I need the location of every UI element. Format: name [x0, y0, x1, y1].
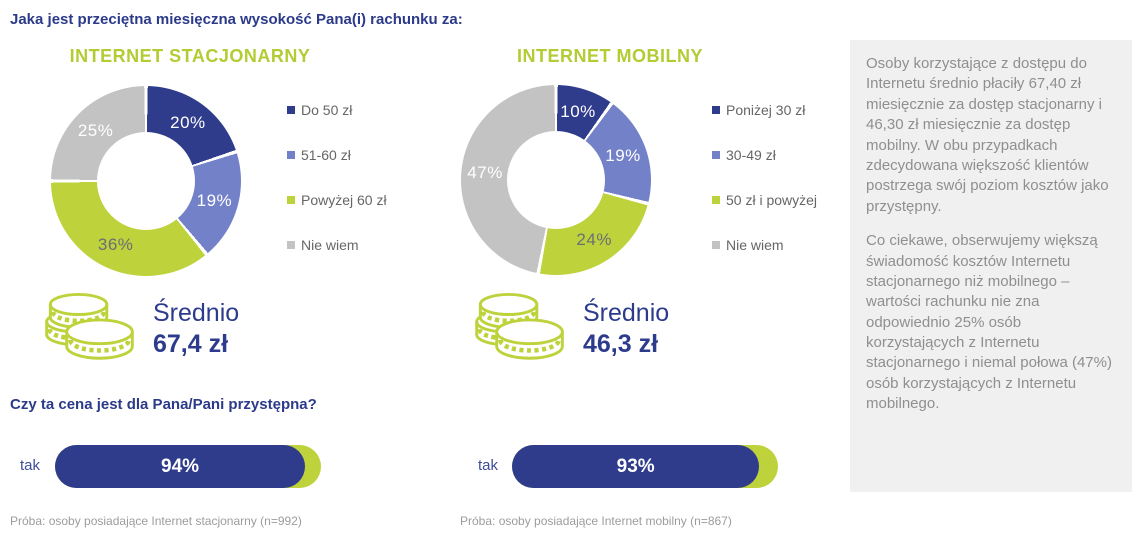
legend-item: 50 zł i powyżej [712, 191, 818, 208]
affordability-bar-mobile: 93% [512, 445, 778, 488]
slice-label: 47% [467, 163, 503, 183]
donut-chart-stationary: 20% 19% 36% 25% [51, 86, 241, 276]
slice-label: 20% [170, 113, 206, 133]
yes-label: tak [478, 457, 499, 474]
average-label: Średnio [153, 299, 240, 327]
insight-panel: Osoby korzystające z dostępu do Internet… [850, 40, 1132, 492]
legend-label: 30-49 zł [726, 146, 776, 163]
insight-paragraph: Osoby korzystające z dostępu do Internet… [866, 55, 1109, 215]
legend-label: Nie wiem [726, 236, 784, 253]
slice-label: 24% [576, 230, 612, 250]
legend-label: Nie wiem [301, 236, 359, 253]
page-title: Jaka jest przeciętna miesięczna wysokość… [10, 11, 463, 28]
chart-title-stationary: INTERNET STACJONARNY [69, 46, 311, 66]
legend-stationary: Do 50 zł 51-60 zł Powyżej 60 zł Nie wiem [287, 102, 387, 282]
legend-item: 51-60 zł [287, 146, 387, 163]
legend-item: Nie wiem [287, 236, 387, 253]
legend-marker [287, 105, 295, 114]
chart-title-mobile: INTERNET MOBILNY [517, 46, 703, 66]
sample-note-stationary: Próba: osoby posiadające Internet stacjo… [10, 514, 302, 528]
average-value: 46,3 zł [583, 330, 659, 358]
yes-label: tak [20, 457, 41, 474]
donut-chart-mobile: 10% 19% 24% 47% [461, 85, 651, 275]
legend-marker [712, 150, 720, 159]
average-value: 67,4 zł [153, 330, 229, 358]
legend-label: Powyżej 60 zł [301, 191, 387, 208]
legend-marker [712, 105, 720, 114]
legend-label: Poniżej 30 zł [726, 101, 806, 118]
slice-label: 19% [605, 145, 641, 165]
average-label: Średnio [583, 299, 670, 327]
coins-icon [475, 293, 564, 360]
legend-marker [712, 195, 720, 204]
legend-mobile: Poniżej 30 zł 30-49 zł 50 zł i powyżej Nie … [712, 102, 817, 282]
legend-item: 30-49 zł [712, 146, 817, 163]
legend-item: Powyżej 60 zł [287, 191, 387, 208]
slice-label: 10% [560, 102, 596, 122]
insight-paragraph: Co ciekawe, obserwujemy większą świadomo… [866, 232, 1112, 413]
legend-item: Nie wiem [712, 236, 817, 253]
legend-marker [287, 150, 295, 159]
sample-note-mobile: Próba: osoby posiadające Internet mobiln… [460, 514, 732, 528]
affordability-fill: 93% [512, 445, 760, 488]
affordability-fill: 94% [55, 445, 306, 488]
legend-marker [287, 240, 295, 249]
legend-item: Do 50 zł [287, 101, 387, 118]
slice-label: 19% [196, 190, 233, 210]
slice-label: 36% [97, 235, 134, 255]
slice-label: 25% [77, 120, 114, 140]
affordability-percent: 94% [161, 455, 200, 477]
legend-label: 50 zł i powyżej [726, 191, 818, 208]
legend-marker [712, 240, 720, 249]
coins-icon [45, 293, 134, 360]
legend-item: Poniżej 30 zł [712, 101, 817, 118]
legend-marker [287, 195, 295, 204]
legend-label: 51-60 zł [301, 146, 351, 163]
legend-label: Do 50 zł [301, 101, 353, 118]
affordability-bar-stationary: 94% [55, 445, 321, 488]
affordability-question: Czy ta cena jest dla Pana/Pani przystępn… [10, 396, 317, 413]
affordability-percent: 93% [616, 455, 655, 477]
